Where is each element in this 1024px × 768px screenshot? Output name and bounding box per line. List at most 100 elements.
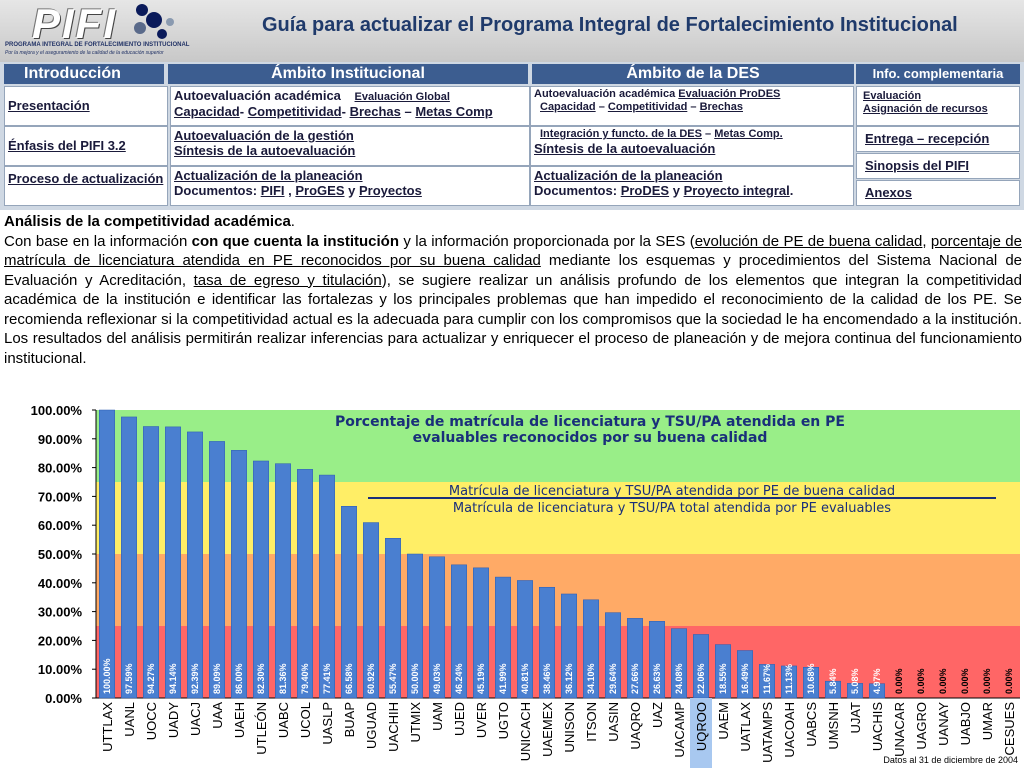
pifi-logo[interactable]: PIFI PROGRAMA INTEGRAL DE FORTALECIMIENT… — [2, 0, 202, 60]
bar-buap — [341, 505, 357, 699]
x-label-uaslp: UASLP — [320, 702, 335, 745]
tab-introduccion[interactable]: Introducción — [4, 64, 164, 84]
x-label-uabcs: UABCS — [804, 702, 819, 747]
analysis-heading: Análisis de la competitividad académica — [4, 213, 291, 230]
inst-gestion-link[interactable]: Autoevaluación de la gestión — [174, 128, 354, 143]
porcentaje-matricula-link[interactable]: porcentaje de matrícula de licenciatura … — [4, 232, 1022, 270]
value-label-uguad: 60.92% — [366, 663, 376, 694]
x-label-uacoah: UACOAH — [782, 702, 797, 758]
inst-sintesis-link[interactable]: Síntesis de la autoevaluación — [174, 143, 356, 158]
des-eval-prodes-link[interactable]: Evaluación ProDES — [678, 88, 781, 100]
x-label-uacj: UACJ — [188, 702, 203, 736]
value-label-uaslp: 77.41% — [322, 663, 332, 694]
enfasis-link[interactable]: Énfasis del PIFI 3.2 — [8, 138, 126, 153]
x-label-uasin: UASIN — [606, 702, 621, 742]
presentacion-link[interactable]: Presentación — [8, 98, 90, 113]
des-prodes-link[interactable]: ProDES — [620, 183, 670, 198]
inst-competitividad-link[interactable]: Competitividad — [247, 104, 342, 119]
x-label-ugto: UGTO — [496, 702, 511, 739]
x-label-unison: UNISON — [562, 702, 577, 753]
x-label-uanay: UANAY — [936, 702, 951, 746]
value-label-uabc: 81.36% — [278, 663, 288, 694]
info-sinopsis-link[interactable]: Sinopsis del PIFI — [865, 158, 970, 173]
x-label-uabc: UABC — [276, 702, 291, 738]
value-label-uasin: 29.64% — [608, 663, 618, 694]
value-label-uanay: 0.00% — [938, 668, 948, 694]
page-title: Guía para actualizar el Programa Integra… — [262, 14, 958, 36]
chart-band-3 — [96, 626, 1020, 698]
value-label-uaemex: 38.46% — [542, 663, 552, 694]
inst-proges-link[interactable]: ProGES — [295, 183, 345, 198]
bar-ugto — [495, 576, 511, 699]
x-label-uttlax: UTTLAX — [100, 702, 115, 752]
x-label-uaeh: UAEH — [232, 702, 247, 738]
inst-proyectos-link[interactable]: Proyectos — [358, 183, 422, 198]
y-tick-label: 50.00% — [38, 547, 83, 562]
tab-info-complementaria[interactable]: Info. complementaria — [856, 64, 1020, 84]
tab-ambito-institucional[interactable]: Ámbito Institucional — [168, 64, 528, 84]
bar-uaa — [209, 441, 225, 699]
des-proyecto-link[interactable]: Proyecto integral — [683, 183, 790, 198]
x-label-uady: UADY — [166, 702, 181, 738]
des-sintesis-link[interactable]: Síntesis de la autoevaluación — [534, 141, 716, 156]
x-label-uaemex: UAEMEX — [540, 702, 555, 757]
y-tick-label: 0.00% — [45, 691, 82, 706]
inst-metas-link[interactable]: Metas Comp — [415, 104, 493, 119]
x-label-uanl: UANL — [122, 702, 137, 737]
value-label-uttlax: 100.00% — [102, 658, 112, 694]
des-integracion-link[interactable]: Integración y functo. de la DES — [540, 128, 702, 140]
analysis-text: Análisis de la competitividad académica.… — [4, 213, 1022, 367]
info-asignacion-link[interactable]: Asignación de recursos — [863, 103, 988, 115]
logo-circles-icon — [134, 4, 174, 39]
inst-y-text: y — [348, 183, 356, 198]
value-label-unison: 36.12% — [564, 663, 574, 694]
info-evaluacion-link[interactable]: Evaluación — [863, 90, 922, 102]
x-label-uqroo: UQROO — [694, 702, 709, 751]
value-label-cesues: 0.00% — [1004, 668, 1014, 694]
value-label-uaqro: 27.66% — [630, 663, 640, 694]
competitividad-chart: 0.00% 10.00% 20.00% 30.00% 40.00% 50.00% 60.00… — [31, 403, 1020, 768]
x-label-uacamp: UACAMP — [672, 702, 687, 758]
des-competitividad-link[interactable]: Competitividad — [607, 101, 688, 113]
value-label-uaa: 89.09% — [212, 663, 222, 694]
des-autoeval-label: Autoevaluación académica — [534, 88, 676, 100]
value-label-utleón: 82.30% — [256, 663, 266, 694]
info-anexos-link[interactable]: Anexos — [865, 185, 912, 200]
tab-ambito-des[interactable]: Ámbito de la DES — [532, 64, 854, 84]
nav-proceso[interactable]: Proceso de actualización — [4, 166, 168, 206]
des-metas-link[interactable]: Metas Comp. — [714, 128, 783, 140]
value-label-ujat: 5.08% — [850, 668, 860, 694]
des-capacidad-link[interactable]: Capacidad — [540, 101, 596, 113]
tasa-egreso-link[interactable]: tasa de egreso y titulación — [193, 271, 382, 289]
value-label-itson: 34.10% — [586, 663, 596, 694]
inst-pifi-link[interactable]: PIFI — [260, 183, 285, 198]
value-label-uatamps: 11.67% — [762, 664, 772, 694]
nav-presentacion[interactable]: Presentación — [4, 86, 168, 126]
inst-eval-global-link[interactable]: Evaluación Global — [354, 91, 450, 103]
des-y-text: y — [672, 183, 680, 198]
info-anexos-cell: Anexos — [856, 180, 1020, 206]
value-label-ucol: 79.40% — [300, 663, 310, 694]
chart-footnote: Datos al 31 de diciembre de 2004 — [883, 755, 1018, 765]
bar-ujat — [847, 683, 863, 699]
y-tick-label: 60.00% — [38, 518, 83, 533]
chart-title-line2: evaluables reconocidos por su buena cali… — [413, 430, 768, 446]
bar-uachih — [385, 537, 401, 699]
inst-capacidad-link[interactable]: Capacidad — [174, 104, 240, 119]
value-label-umsnh: 5.84% — [828, 668, 838, 694]
evolucion-pe-link[interactable]: evolución de PE de buena calidad — [694, 232, 923, 250]
inst-brechas-link[interactable]: Brechas — [349, 104, 401, 119]
inst-actualizacion-link[interactable]: Actualización de la planeación — [174, 168, 363, 183]
nav-enfasis[interactable]: Énfasis del PIFI 3.2 — [4, 126, 168, 166]
des-brechas-link[interactable]: Brechas — [699, 101, 743, 113]
x-label-itson: ITSON — [584, 702, 599, 742]
text-part-3: , — [922, 232, 931, 250]
bar-uguad — [363, 522, 379, 699]
inst-autoeval-label: Autoevaluación académica — [174, 88, 341, 103]
x-label-uabjo: UABJO — [958, 702, 973, 745]
proceso-link[interactable]: Proceso de actualización — [8, 171, 164, 186]
info-entrega-link[interactable]: Entrega – recepción — [865, 131, 990, 146]
text-part-5: ), se sugiere realizar un análisis profu… — [4, 271, 1022, 367]
des-actualizacion-link[interactable]: Actualización de la planeación — [534, 168, 723, 183]
value-label-uacj: 92.39% — [190, 663, 200, 694]
